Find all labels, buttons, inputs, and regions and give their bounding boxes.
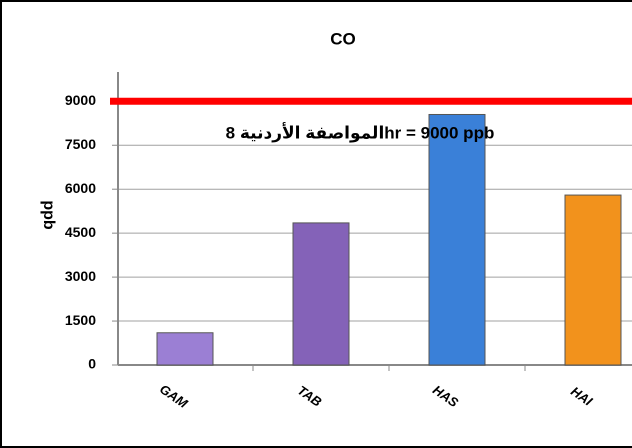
y-axis-label: ppb [40,200,57,230]
chart-title: CO [330,29,356,48]
reference-label: المواصفة الأردنية 8hr = 9000 ppb [226,122,495,143]
bar [292,222,350,366]
y-tick-label: 4500 [65,224,96,240]
y-tick-label: 6000 [65,180,96,196]
y-tick-label: 1500 [65,312,96,328]
y-tick-label: 9000 [65,92,96,108]
bar [564,194,622,366]
y-tick-label: 0 [88,356,96,372]
bar [156,332,214,366]
y-tick-label: 3000 [65,268,96,284]
bar [428,113,486,366]
y-tick-label: 7500 [65,136,96,152]
